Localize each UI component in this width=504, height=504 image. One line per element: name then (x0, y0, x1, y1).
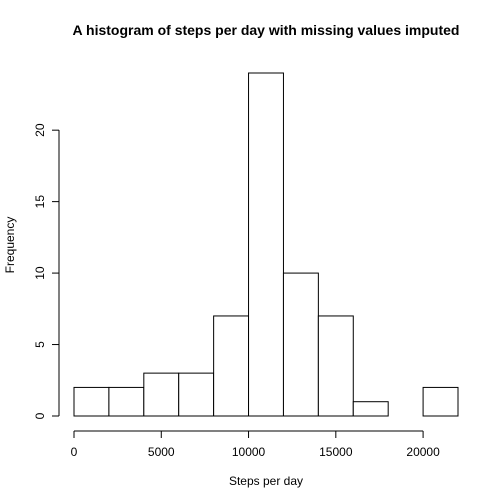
histogram-bar (108, 386, 145, 417)
histogram-bar (248, 72, 284, 417)
histogram-bar (73, 386, 110, 417)
y-axis: 0 5 10 15 20 (33, 123, 60, 419)
histogram-bar (317, 315, 354, 417)
x-tick-label: 20000 (406, 445, 440, 459)
y-tick-label: 20 (33, 123, 47, 137)
histogram-bar (178, 372, 215, 417)
histogram-bar (422, 386, 459, 417)
histogram-bar (282, 272, 319, 417)
x-tick-label: 15000 (319, 445, 353, 459)
chart-title: A histogram of steps per day with missin… (73, 22, 460, 38)
y-tick-label: 10 (33, 266, 47, 280)
x-axis-title: Steps per day (229, 474, 303, 488)
x-tick-label: 10000 (232, 445, 266, 459)
y-axis-title: Frequency (3, 217, 17, 274)
x-tick-label: 5000 (148, 445, 175, 459)
y-tick-label: 0 (33, 412, 47, 419)
histogram-bar (213, 315, 250, 417)
bars-group (73, 72, 459, 417)
histogram-bar (143, 372, 180, 417)
histogram-bar (352, 401, 389, 417)
x-axis: 0 5000 10000 15000 20000 (71, 430, 440, 459)
x-tick-label: 0 (71, 445, 78, 459)
y-tick-label: 5 (33, 341, 47, 348)
y-tick-label: 15 (33, 195, 47, 209)
